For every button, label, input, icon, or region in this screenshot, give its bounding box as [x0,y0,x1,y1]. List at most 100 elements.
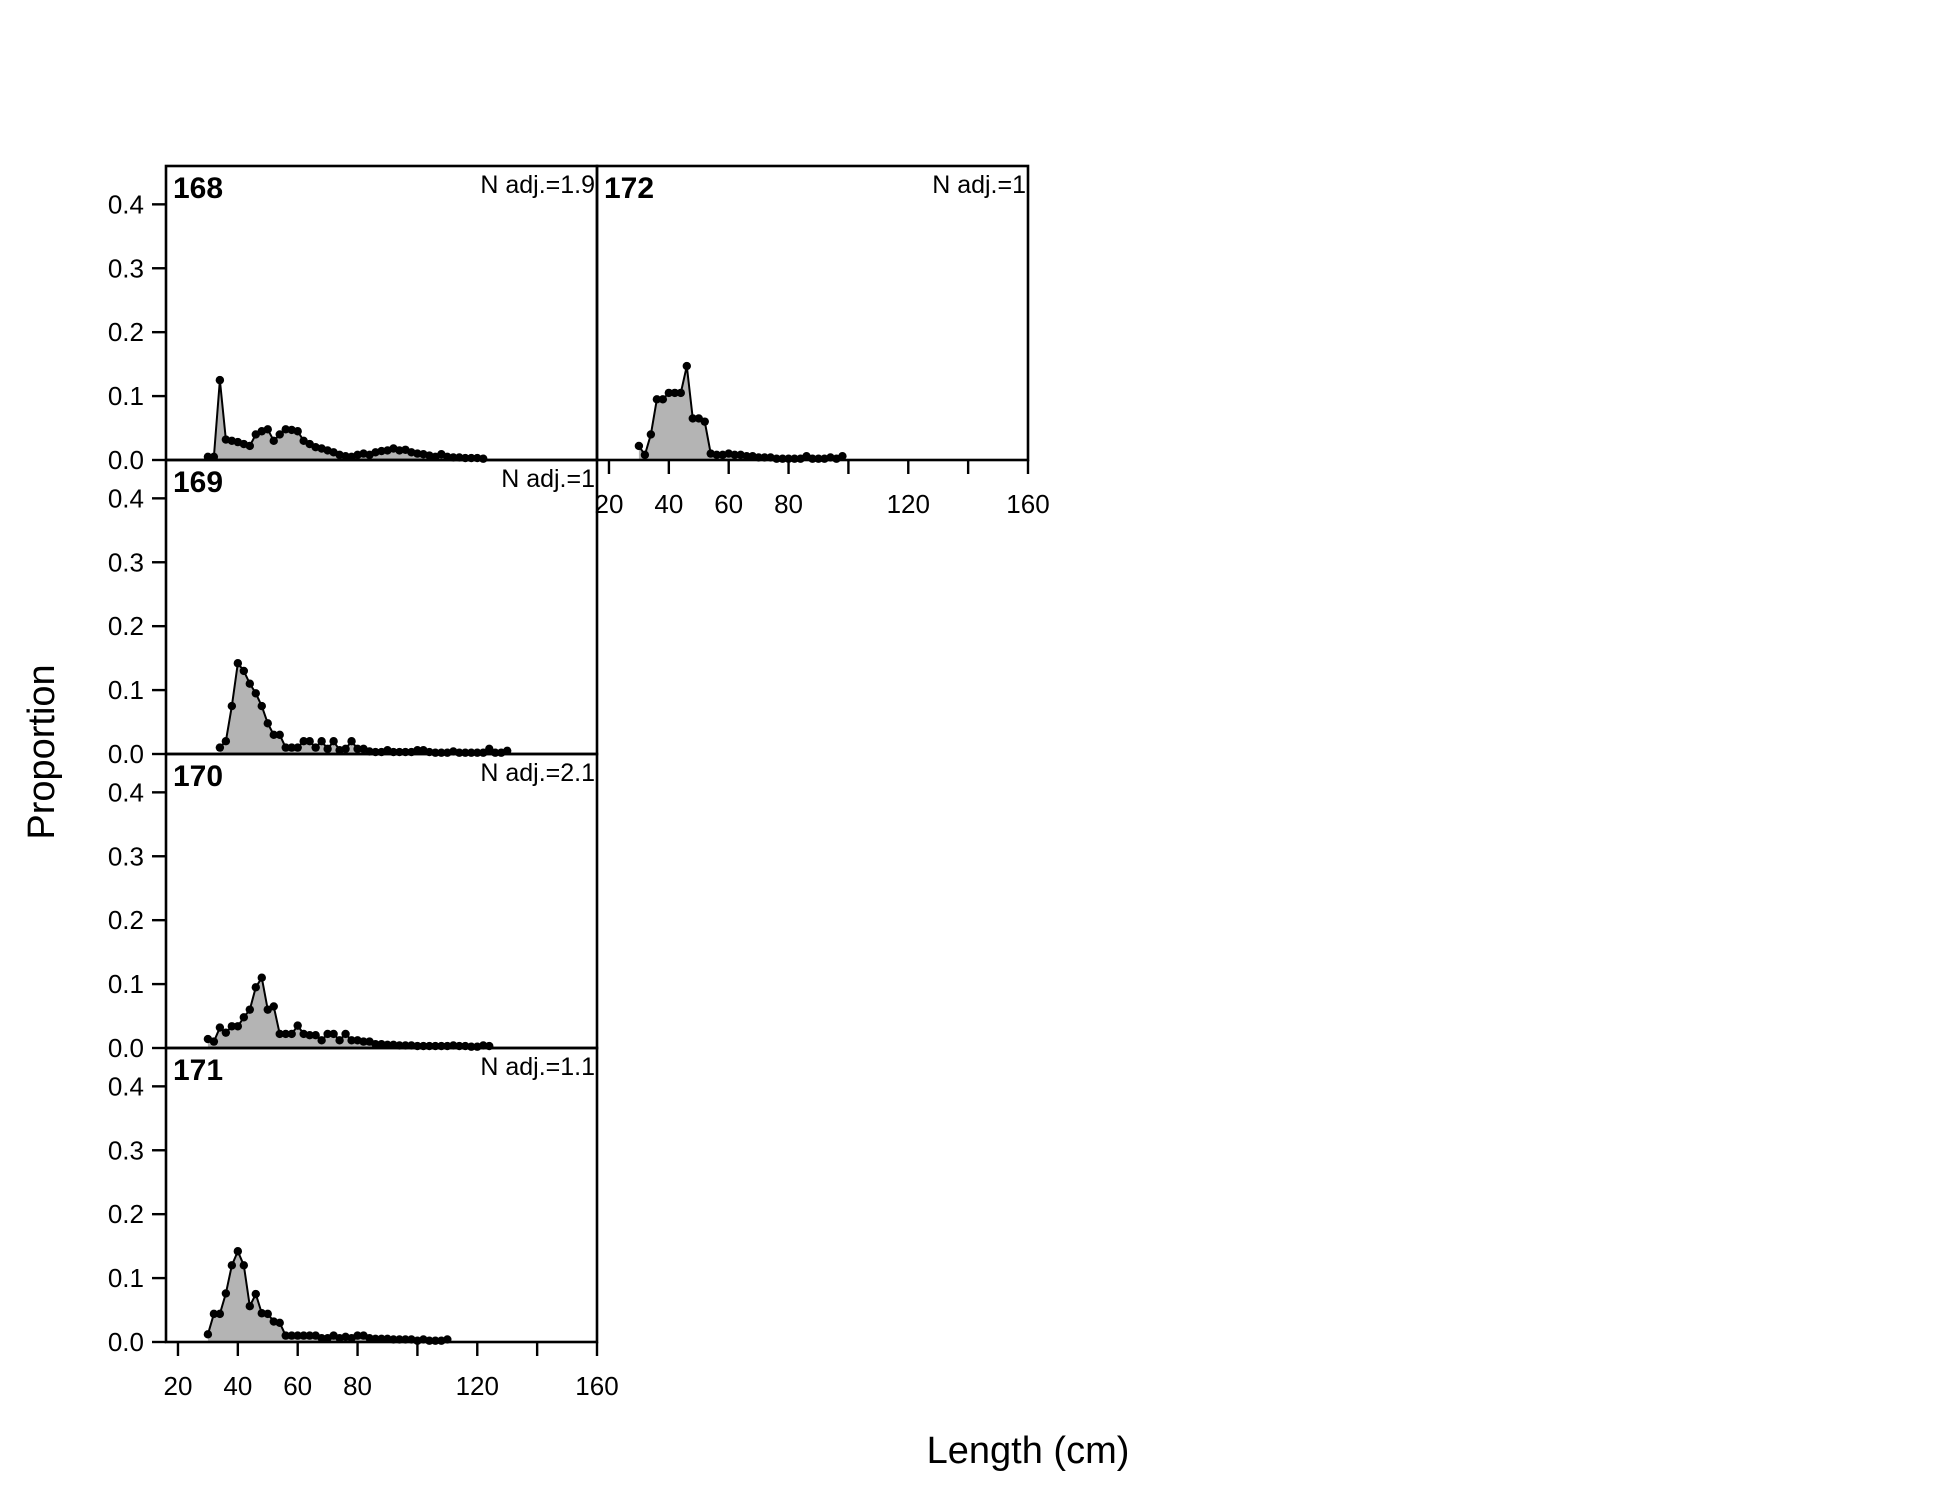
point-172-2 [646,430,656,439]
point-169-17 [317,737,326,746]
point-170-6 [239,1013,249,1022]
xtick-label-171-5: 120 [456,1371,499,1401]
point-172-18 [742,451,751,461]
point-169-45 [485,744,494,754]
point-169-15 [305,737,314,746]
ytick-label-169-4: 0.4 [108,483,144,513]
point-170-8 [251,983,260,992]
point-169-0 [215,743,225,752]
point-169-5 [245,679,255,688]
point-172-8 [682,361,691,371]
ytick-label-170-0: 0.0 [108,1033,144,1063]
point-171-10 [263,1309,272,1319]
frame-172 [595,164,1030,462]
point-169-10 [275,730,284,740]
point-169-19 [329,737,338,746]
point-171-14 [287,1331,296,1340]
point-171-2 [215,1309,225,1319]
area-171 [207,1251,448,1342]
point-170-22 [335,1036,344,1045]
point-170-13 [281,1029,290,1039]
ytick-label-171-0: 0.0 [108,1327,144,1357]
xtick-label-171-1: 40 [223,1371,252,1401]
point-171-8 [251,1289,260,1299]
point-171-6 [239,1261,249,1270]
point-171-3 [221,1289,231,1298]
xtick-label-172-2: 60 [714,489,743,519]
panel-label-170: 170 [173,760,223,793]
point-171-0 [203,1330,213,1339]
point-169-23 [353,744,362,754]
area-172 [638,366,843,460]
point-168-10 [263,425,272,434]
point-170-3 [221,1028,231,1037]
point-169-1 [221,737,231,746]
xtick-label-171-3: 80 [343,1371,372,1401]
ytick-label-168-1: 0.1 [108,381,144,411]
frame-171 [164,1046,599,1344]
point-172-5 [664,388,674,398]
point-170-5 [233,1022,243,1031]
point-169-12 [287,743,296,752]
point-169-33 [413,745,422,755]
frame-170 [164,752,599,1050]
point-169-11 [281,743,290,752]
point-172-11 [700,417,709,426]
point-172-0 [634,441,644,451]
point-168-15 [293,427,302,436]
nadj-label-170: N adj.=2.1 [480,759,595,787]
xtick-label-171-0: 20 [164,1371,193,1401]
ytick-label-169-0: 0.0 [108,739,144,769]
ytick-label-170-1: 0.1 [108,969,144,999]
point-171-13 [281,1331,290,1340]
ytick-label-171-1: 0.1 [108,1263,144,1293]
y-axis-title: Proportion [21,664,63,839]
ytick-label-171-3: 0.3 [108,1135,144,1165]
point-172-9 [688,414,697,423]
xtick-label-171-7: 160 [575,1371,618,1401]
point-170-21 [329,1029,338,1039]
point-172-1 [640,450,650,460]
point-172-34 [838,451,847,461]
nadj-label-169: N adj.=1 [501,465,595,493]
nadj-label-172: N adj.=1 [932,171,1026,199]
panel-170: 0.0 0.1 0.2 0.3 0.4 170 N adj.=2.1 [108,752,599,1063]
point-169-3 [233,659,243,668]
x-axis-title: Length (cm) [927,1430,1130,1472]
panel-label-168: 168 [173,172,223,205]
point-170-12 [275,1029,284,1039]
point-172-6 [670,388,680,398]
point-172-13 [712,450,721,460]
panels-layer: 0.0 0.1 0.2 0.3 0.4 168 N adj.=1.9 0.0 0.1 0.2 0.3… [108,164,1050,1401]
point-171-5 [233,1247,243,1256]
point-171-16 [299,1331,308,1340]
ytick-label-169-1: 0.1 [108,675,144,705]
point-169-8 [263,719,272,728]
point-169-4 [239,666,249,676]
ytick-label-170-2: 0.2 [108,905,144,935]
point-170-24 [347,1036,356,1045]
ytick-label-169-2: 0.2 [108,611,144,641]
point-170-2 [215,1023,225,1032]
panel-label-171: 171 [173,1054,223,1087]
ytick-label-168-2: 0.2 [108,317,144,347]
point-169-14 [299,737,308,746]
point-170-26 [359,1037,368,1046]
ytick-label-170-4: 0.4 [108,777,144,807]
xtick-label-172-3: 80 [774,489,803,519]
point-170-19 [317,1036,326,1045]
panel-172: 20 40 60 80 120 160 172 N adj.=1 [595,164,1050,519]
point-171-25 [353,1331,362,1340]
point-170-20 [323,1029,332,1039]
point-170-14 [287,1029,296,1039]
ytick-label-168-4: 0.4 [108,189,144,219]
xtick-label-171-2: 60 [283,1371,312,1401]
point-168-7 [245,441,255,451]
point-170-9 [257,973,266,982]
xtick-label-172-7: 160 [1006,489,1049,519]
point-171-7 [245,1302,255,1311]
point-168-11 [269,436,278,446]
point-170-23 [341,1029,350,1039]
point-170-18 [311,1031,320,1040]
